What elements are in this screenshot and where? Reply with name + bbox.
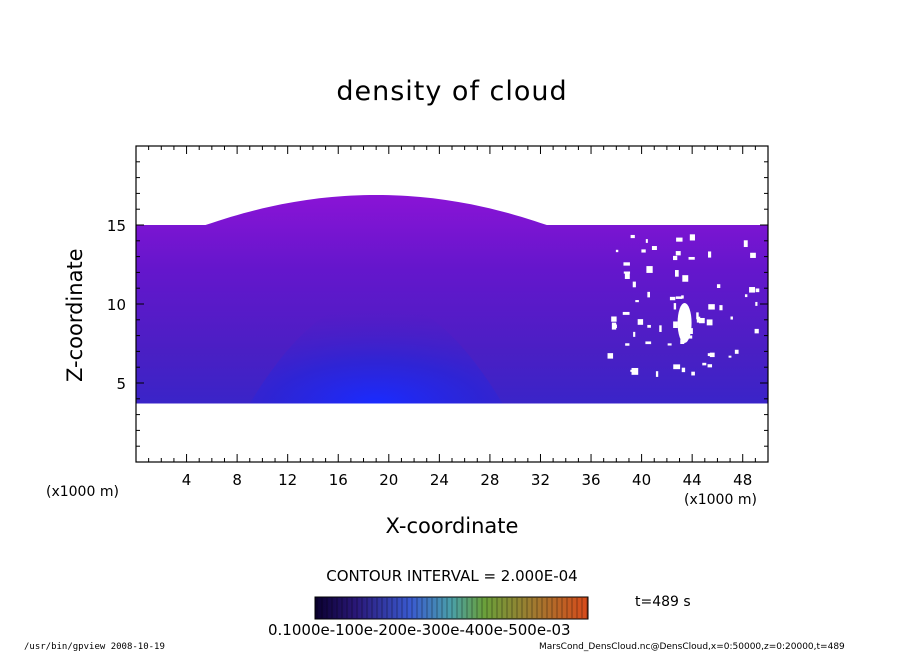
cloud-gap — [708, 304, 715, 310]
footer-program: /usr/bin/gpview 2008-10-19 — [24, 642, 165, 652]
cloud-gap — [622, 311, 630, 315]
x-tick-label: 12 — [278, 471, 297, 489]
cloud-gap — [659, 325, 662, 332]
cloud-gap — [677, 302, 692, 343]
cloud-gap — [688, 335, 693, 339]
cloud-gap — [744, 294, 748, 298]
cloud-gap — [719, 305, 723, 311]
cloud-gap — [755, 301, 758, 306]
cloud-gap — [630, 234, 635, 239]
cloud-gap — [647, 324, 651, 328]
x-tick-label: 4 — [182, 471, 192, 489]
cloud-gap — [645, 239, 648, 243]
x-tick-label: 32 — [531, 471, 550, 489]
cloud-gap — [641, 249, 646, 253]
cloud-gap — [637, 319, 644, 325]
x-tick-label: 16 — [329, 471, 348, 489]
cloud-gap — [647, 291, 651, 298]
cloud-gap — [749, 287, 756, 293]
cloud-gap — [743, 240, 748, 248]
x-tick-label: 48 — [733, 471, 752, 489]
cloud-gap — [625, 343, 630, 346]
cloud-gap — [635, 300, 639, 303]
cloud-gap — [675, 270, 679, 277]
cloud-gap — [728, 355, 732, 358]
x-axis-label: X-coordinate — [385, 514, 519, 538]
cloud-gap — [655, 371, 659, 377]
colorbar-bands — [316, 598, 588, 618]
cloud-gap — [708, 251, 712, 258]
y-unit-label: (x1000 m) — [46, 484, 119, 500]
contour-interval-label: CONTOUR INTERVAL = 2.000E-04 — [326, 567, 578, 585]
cloud-core-region — [249, 298, 503, 404]
x-tick-label: 40 — [632, 471, 651, 489]
x-tick-label: 24 — [430, 471, 449, 489]
cloud-gap — [754, 328, 759, 334]
cloud-gap — [690, 328, 693, 334]
colorbar — [314, 596, 589, 620]
cloud-gap — [707, 353, 714, 357]
cloud-gap — [631, 367, 639, 375]
y-tick-label: 15 — [107, 217, 126, 235]
x-tick-label: 44 — [683, 471, 702, 489]
cloud-gap — [673, 255, 678, 261]
y-tick-label: 10 — [107, 296, 126, 314]
sparse-cloud-gaps — [607, 234, 760, 377]
density-field — [136, 195, 768, 404]
cloud-gap — [669, 296, 676, 301]
chart-title: density of cloud — [336, 76, 568, 107]
cloud-gap — [681, 295, 684, 299]
x-tick-label: 36 — [581, 471, 600, 489]
cloud-gap — [673, 364, 681, 370]
cloud-gap — [646, 266, 653, 273]
cloud-gap — [633, 331, 636, 337]
cloud-gap — [673, 303, 677, 310]
cloud-gap — [681, 367, 686, 373]
cloud-gap — [675, 251, 681, 256]
y-axis-label: Z-coordinate — [63, 248, 87, 382]
cloud-gap — [755, 288, 760, 293]
cloud-gap — [615, 249, 619, 253]
cloud-gap — [624, 272, 630, 279]
cloud-gap — [676, 237, 683, 242]
x-unit-label: (x1000 m) — [684, 492, 757, 508]
cloud-gap — [623, 262, 630, 266]
cloud-gap — [696, 312, 699, 320]
cloud-gap — [611, 316, 617, 322]
cloud-gap — [667, 343, 672, 346]
cloud-gap — [682, 275, 689, 282]
cloud-gap — [675, 296, 683, 299]
x-tick-label: 20 — [379, 471, 398, 489]
time-label: t=489 s — [635, 594, 691, 610]
cloud-gap — [645, 341, 652, 345]
cloud-gap — [706, 319, 713, 326]
cloud-gap — [673, 321, 678, 328]
cloud-gap — [689, 234, 695, 241]
footer-source: MarsCond_DensCloud.nc@DensCloud,x=0:5000… — [539, 642, 845, 652]
cloud-gap — [734, 349, 739, 354]
cloud-gap — [607, 353, 614, 359]
cloud-gap — [702, 362, 707, 366]
cloud-gap — [632, 281, 636, 288]
cloud-gap — [651, 246, 657, 251]
cloud-gap — [730, 316, 733, 320]
cloud-gap — [707, 364, 713, 368]
x-tick-label: 28 — [480, 471, 499, 489]
cloud-gap — [696, 316, 701, 323]
colorbar-tick-labels: 0.1000e-100e-200e-300e-400e-500e-03 — [268, 621, 571, 639]
y-tick-label: 5 — [116, 375, 126, 393]
cloud-gap — [611, 322, 617, 330]
cloud-gap — [716, 284, 721, 289]
cloud-gap — [698, 317, 705, 324]
cloud-gap — [750, 252, 756, 258]
cloud-gap — [630, 369, 633, 372]
cloud-gap — [688, 256, 695, 260]
x-tick-label: 8 — [232, 471, 242, 489]
cloud-gap — [691, 371, 695, 376]
